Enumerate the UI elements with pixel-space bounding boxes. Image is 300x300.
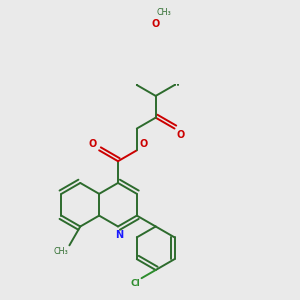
Text: Cl: Cl xyxy=(130,279,140,288)
Text: CH₃: CH₃ xyxy=(53,247,68,256)
Text: O: O xyxy=(177,130,185,140)
Text: O: O xyxy=(140,139,148,149)
Text: O: O xyxy=(88,139,97,149)
Text: O: O xyxy=(152,19,160,29)
Text: N: N xyxy=(115,230,123,240)
Text: CH₃: CH₃ xyxy=(156,8,171,17)
